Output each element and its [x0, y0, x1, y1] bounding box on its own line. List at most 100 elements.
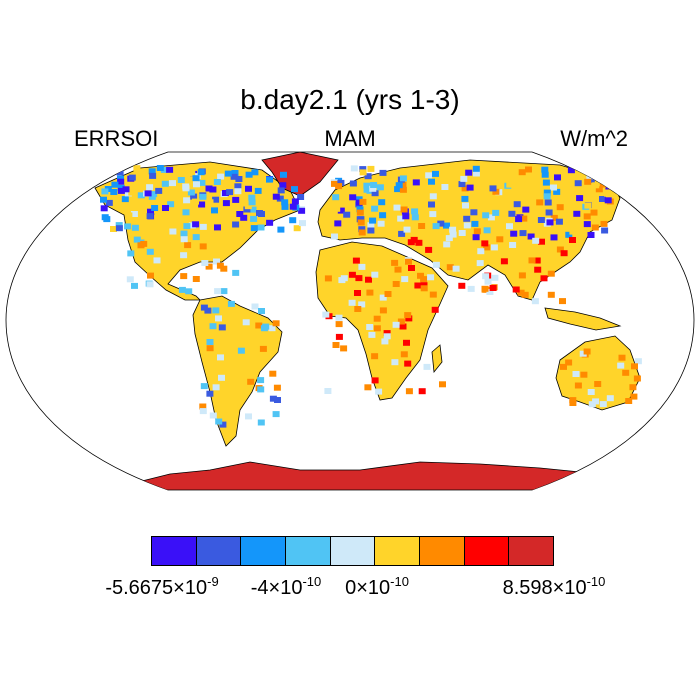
- data-cell: [137, 192, 145, 199]
- data-cell: [367, 227, 375, 234]
- data-cell: [634, 358, 642, 365]
- data-cell: [205, 185, 213, 192]
- colorbar-swatch: [420, 537, 465, 565]
- data-cell: [259, 345, 267, 352]
- data-cell: [476, 260, 484, 267]
- data-cell: [199, 223, 207, 230]
- data-cell: [618, 354, 626, 361]
- data-cell: [491, 274, 499, 281]
- data-cell: [594, 381, 602, 387]
- data-cell: [537, 217, 545, 223]
- data-cell: [633, 375, 641, 382]
- data-cell: [340, 275, 348, 282]
- data-cell: [322, 311, 330, 318]
- data-cell: [291, 198, 299, 205]
- data-cell: [115, 225, 123, 232]
- data-cell: [487, 214, 495, 221]
- data-cell: [161, 180, 169, 187]
- data-cell: [599, 196, 606, 202]
- data-cell: [117, 175, 124, 182]
- data-cell: [193, 181, 200, 188]
- data-cell: [359, 169, 367, 176]
- data-cell: [144, 190, 152, 197]
- data-cell: [349, 180, 357, 187]
- data-cell: [445, 235, 453, 242]
- data-cell: [324, 388, 332, 394]
- data-cell: [517, 289, 525, 296]
- data-cell: [449, 231, 457, 238]
- data-cell: [279, 182, 287, 189]
- data-cell: [595, 186, 603, 193]
- data-cell: [209, 323, 217, 330]
- data-cell: [122, 186, 130, 193]
- data-cell: [463, 215, 471, 222]
- data-cell: [403, 221, 411, 228]
- data-cell: [432, 223, 440, 230]
- data-cell: [148, 168, 156, 175]
- data-cell: [560, 250, 568, 257]
- data-cell: [540, 275, 548, 282]
- data-cell: [125, 212, 133, 219]
- data-cell: [332, 342, 340, 348]
- data-cell: [371, 377, 379, 384]
- data-cell: [398, 230, 406, 237]
- data-cell: [348, 299, 356, 306]
- data-cell: [358, 226, 366, 233]
- data-cell: [234, 183, 242, 190]
- data-cell: [131, 224, 139, 231]
- data-cell: [458, 181, 466, 188]
- data-cell: [358, 301, 366, 308]
- madagascar: [431, 344, 443, 374]
- data-cell: [569, 400, 577, 406]
- data-cell: [178, 286, 186, 293]
- data-cell: [150, 191, 158, 198]
- data-cell: [604, 190, 612, 197]
- data-cell: [376, 184, 384, 191]
- data-cell: [592, 182, 600, 189]
- data-cell: [220, 288, 228, 295]
- data-cell: [482, 273, 490, 280]
- data-cell: [147, 208, 154, 215]
- data-cell: [379, 169, 387, 176]
- colorbar-swatch: [375, 537, 421, 565]
- data-cell: [272, 411, 280, 418]
- data-cell: [363, 186, 371, 193]
- data-cell: [617, 362, 625, 369]
- data-cell: [199, 403, 207, 410]
- data-cell: [412, 179, 420, 186]
- data-cell: [521, 291, 529, 298]
- data-cell: [258, 308, 265, 314]
- data-cell: [206, 390, 214, 397]
- data-cell: [214, 224, 221, 231]
- data-cell: [522, 206, 530, 213]
- data-cell: [371, 190, 379, 197]
- data-cell: [334, 220, 342, 227]
- data-cell: [600, 220, 608, 227]
- data-cell: [500, 258, 508, 265]
- data-cell: [470, 209, 478, 216]
- data-cell: [569, 237, 576, 243]
- data-cell: [101, 188, 109, 195]
- data-cell: [250, 215, 258, 222]
- data-cell: [289, 203, 297, 210]
- data-cell: [587, 176, 595, 183]
- data-cell: [111, 181, 119, 188]
- data-cell: [542, 205, 550, 212]
- data-cell: [518, 272, 526, 279]
- data-cell: [206, 199, 214, 206]
- data-cell: [606, 395, 614, 402]
- data-cell: [245, 413, 252, 420]
- data-cell: [583, 213, 591, 220]
- data-cell: [579, 350, 587, 357]
- data-cell: [463, 222, 471, 229]
- data-cell: [472, 234, 480, 241]
- data-cell: [140, 240, 148, 247]
- data-cell: [405, 258, 412, 265]
- antarctica: [99, 461, 602, 490]
- data-cell: [631, 363, 638, 370]
- data-cell: [115, 222, 123, 229]
- map-title: b.day2.1 (yrs 1-3): [240, 84, 460, 115]
- data-cell: [572, 371, 580, 377]
- data-cell: [609, 166, 617, 172]
- data-cell: [560, 191, 568, 198]
